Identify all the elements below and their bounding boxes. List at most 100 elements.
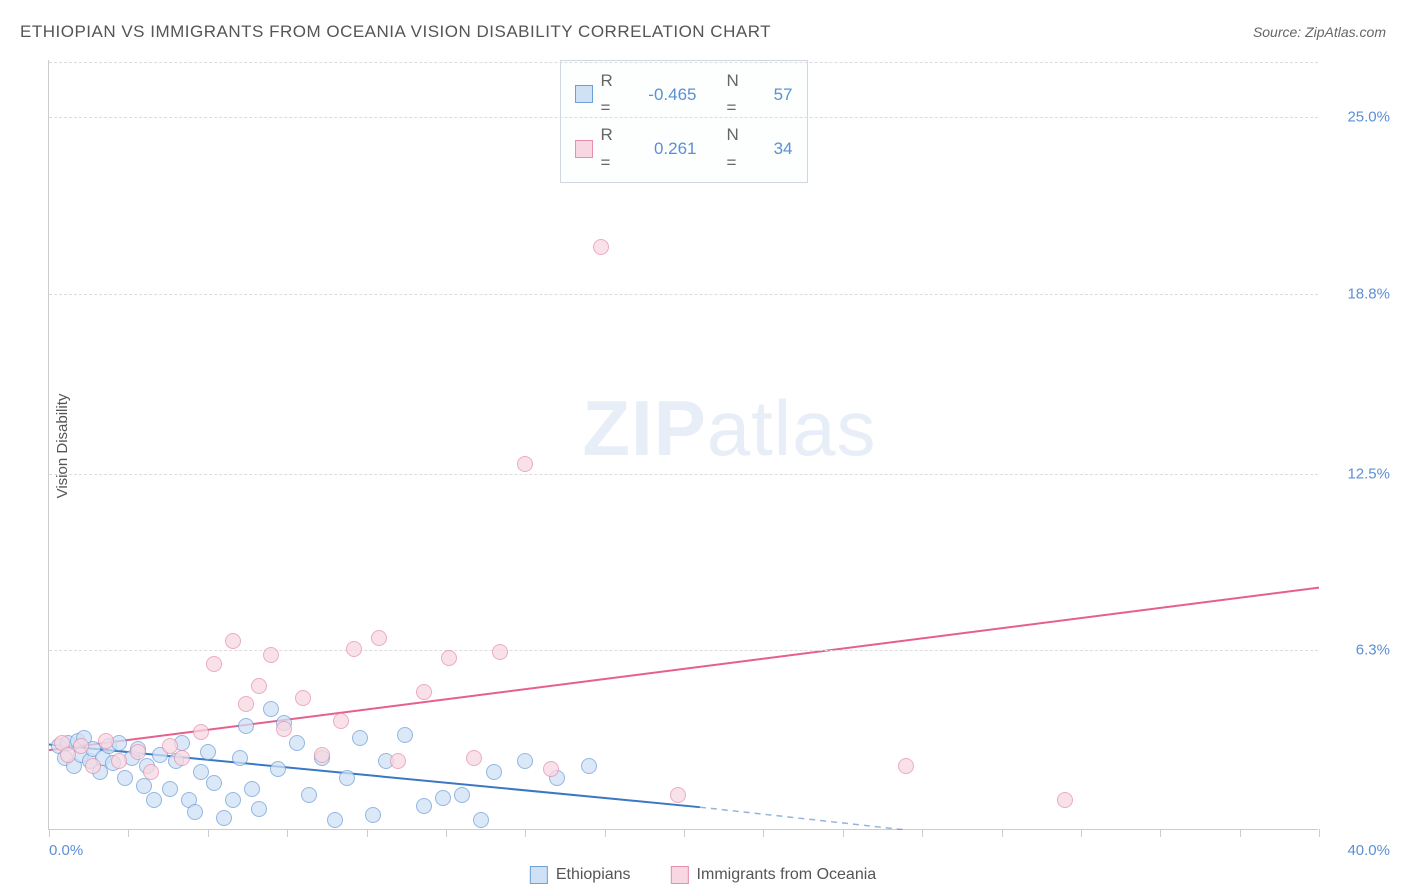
- scatter-point: [435, 790, 451, 806]
- x-tick: [208, 829, 209, 837]
- stats-r-value: -0.465: [635, 81, 697, 108]
- gridline: [49, 294, 1318, 295]
- scatter-point: [225, 633, 241, 649]
- gridline: [49, 117, 1318, 118]
- scatter-point: [174, 750, 190, 766]
- legend-label: Immigrants from Oceania: [697, 866, 877, 884]
- gridline: [49, 474, 1318, 475]
- gridline: [49, 62, 1318, 63]
- stats-n-label: N =: [727, 121, 753, 175]
- scatter-point: [270, 761, 286, 777]
- x-tick: [525, 829, 526, 837]
- scatter-point: [232, 750, 248, 766]
- scatter-point: [416, 798, 432, 814]
- x-tick: [684, 829, 685, 837]
- scatter-point: [390, 753, 406, 769]
- scatter-point: [130, 744, 146, 760]
- scatter-point: [416, 684, 432, 700]
- scatter-point: [162, 781, 178, 797]
- scatter-point: [333, 713, 349, 729]
- legend-swatch: [575, 85, 593, 103]
- scatter-point: [486, 764, 502, 780]
- scatter-point: [143, 764, 159, 780]
- x-tick: [128, 829, 129, 837]
- x-tick: [843, 829, 844, 837]
- stats-row: R =-0.465N =57: [575, 67, 793, 121]
- x-tick: [1002, 829, 1003, 837]
- legend-item: Ethiopians: [530, 866, 631, 884]
- x-tick: [1240, 829, 1241, 837]
- scatter-point: [441, 650, 457, 666]
- legend-item: Immigrants from Oceania: [671, 866, 877, 884]
- y-tick-label: 6.3%: [1356, 642, 1390, 659]
- scatter-point: [466, 750, 482, 766]
- scatter-point: [238, 718, 254, 734]
- scatter-point: [251, 801, 267, 817]
- scatter-point: [543, 761, 559, 777]
- plot-area: ZIPatlas R =-0.465N =57R =0.261N =34 0.0…: [48, 60, 1318, 830]
- scatter-point: [238, 696, 254, 712]
- scatter-point: [327, 812, 343, 828]
- scatter-point: [225, 792, 241, 808]
- legend-label: Ethiopians: [556, 866, 631, 884]
- x-tick: [446, 829, 447, 837]
- scatter-point: [314, 747, 330, 763]
- scatter-point: [73, 738, 89, 754]
- scatter-point: [289, 735, 305, 751]
- legend-swatch: [671, 866, 689, 884]
- series-legend: Ethiopians Immigrants from Oceania: [530, 866, 876, 884]
- chart-title: ETHIOPIAN VS IMMIGRANTS FROM OCEANIA VIS…: [20, 22, 771, 42]
- scatter-point: [454, 787, 470, 803]
- scatter-point: [193, 724, 209, 740]
- source-value: ZipAtlas.com: [1305, 24, 1386, 40]
- stats-n-value: 34: [761, 135, 793, 162]
- scatter-point: [206, 775, 222, 791]
- source-label: Source:: [1253, 24, 1301, 40]
- scatter-point: [898, 758, 914, 774]
- scatter-point: [301, 787, 317, 803]
- scatter-point: [346, 641, 362, 657]
- scatter-point: [200, 744, 216, 760]
- x-tick: [922, 829, 923, 837]
- stats-n-label: N =: [727, 67, 753, 121]
- x-tick: [605, 829, 606, 837]
- scatter-point: [187, 804, 203, 820]
- scatter-point: [397, 727, 413, 743]
- gridline: [49, 650, 1318, 651]
- watermark-zip: ZIP: [582, 384, 706, 472]
- scatter-point: [98, 733, 114, 749]
- x-tick: [1160, 829, 1161, 837]
- legend-swatch: [575, 140, 593, 158]
- scatter-point: [263, 647, 279, 663]
- scatter-point: [146, 792, 162, 808]
- y-tick-label: 18.8%: [1347, 285, 1390, 302]
- scatter-point: [492, 644, 508, 660]
- x-tick: [1081, 829, 1082, 837]
- y-tick-label: 12.5%: [1347, 465, 1390, 482]
- scatter-point: [371, 630, 387, 646]
- watermark-atlas: atlas: [707, 384, 877, 472]
- scatter-point: [117, 770, 133, 786]
- legend-swatch: [530, 866, 548, 884]
- x-axis-max-label: 40.0%: [1347, 842, 1390, 859]
- scatter-point: [85, 758, 101, 774]
- scatter-point: [473, 812, 489, 828]
- y-tick-label: 25.0%: [1347, 109, 1390, 126]
- correlation-stats-box: R =-0.465N =57R =0.261N =34: [560, 60, 808, 183]
- scatter-point: [581, 758, 597, 774]
- scatter-point: [365, 807, 381, 823]
- x-tick: [49, 829, 50, 837]
- watermark: ZIPatlas: [582, 383, 876, 474]
- x-tick: [287, 829, 288, 837]
- scatter-point: [216, 810, 232, 826]
- scatter-point: [295, 690, 311, 706]
- stats-row: R =0.261N =34: [575, 121, 793, 175]
- scatter-point: [517, 456, 533, 472]
- stats-r-label: R =: [601, 121, 627, 175]
- scatter-point: [276, 721, 292, 737]
- scatter-point: [339, 770, 355, 786]
- source-attribution: Source: ZipAtlas.com: [1253, 24, 1386, 40]
- x-axis-min-label: 0.0%: [49, 842, 83, 859]
- scatter-point: [517, 753, 533, 769]
- scatter-point: [206, 656, 222, 672]
